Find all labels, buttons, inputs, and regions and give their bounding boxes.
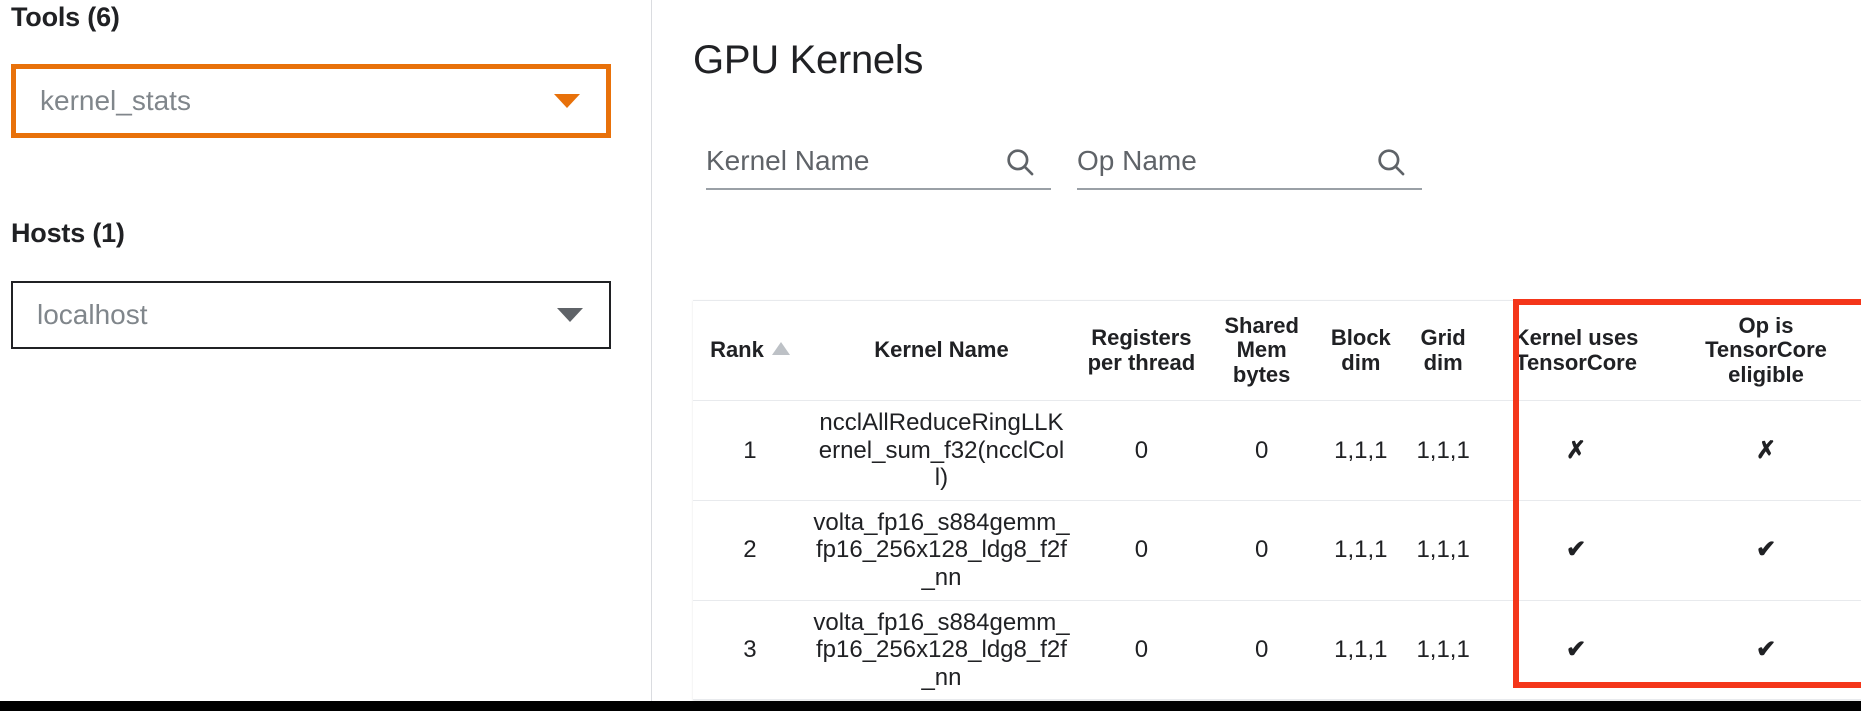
column-header-registers-per-thread[interactable]: Registers per thread [1075, 300, 1207, 401]
table-header-row: Rank Kernel Name Registers per thread Sh… [693, 300, 1861, 401]
tools-select[interactable]: kernel_stats [11, 64, 611, 138]
hosts-select[interactable]: localhost [11, 281, 611, 349]
cell-block-dim: 1,1,1 [1316, 600, 1406, 701]
cell-registers-per-thread: 0 [1075, 400, 1207, 501]
cell-op-is-tensorcore-eligible: ✔ [1671, 600, 1861, 701]
chevron-down-icon [557, 308, 583, 322]
column-header-rank-label: Rank [710, 337, 764, 363]
cell-kernel-uses-tensorcore: ✔ [1481, 600, 1672, 701]
search-icon[interactable] [1374, 145, 1408, 184]
cell-kernel-uses-tensorcore: ✔ [1481, 500, 1672, 601]
cell-kernel-name: volta_fp16_s884gemm_fp16_256x128_ldg8_f2… [806, 500, 1076, 601]
bottom-strip [0, 701, 1861, 711]
page-title: GPU Kernels [693, 38, 924, 82]
cell-rank: 2 [693, 500, 807, 601]
cell-block-dim: 1,1,1 [1316, 500, 1406, 601]
kernel-name-search-placeholder: Kernel Name [706, 145, 870, 176]
table-header: Rank Kernel Name Registers per thread Sh… [693, 300, 1861, 401]
main-panel: GPU Kernels Kernel Name Op Name Rank Ker… [652, 0, 1861, 711]
cell-shared-mem-bytes: 0 [1206, 400, 1317, 501]
column-header-kernel-name[interactable]: Kernel Name [806, 300, 1076, 401]
op-name-search-placeholder: Op Name [1077, 145, 1197, 176]
column-header-shared-mem-bytes[interactable]: Shared Mem bytes [1206, 300, 1317, 401]
gpu-kernels-table: Rank Kernel Name Registers per thread Sh… [693, 300, 1861, 701]
cell-block-dim: 1,1,1 [1316, 400, 1406, 501]
table-row[interactable]: 3 volta_fp16_s884gemm_fp16_256x128_ldg8_… [693, 600, 1861, 701]
search-icon[interactable] [1003, 145, 1037, 184]
tools-select-value: kernel_stats [40, 85, 191, 116]
cell-rank: 1 [693, 400, 807, 501]
table-row[interactable]: 1 ncclAllReduceRingLLKernel_sum_f32(nccl… [693, 400, 1861, 501]
chevron-down-icon [554, 94, 580, 108]
kernel-name-search-input[interactable]: Kernel Name [706, 142, 1051, 190]
cell-kernel-name: ncclAllReduceRingLLKernel_sum_f32(ncclCo… [806, 400, 1076, 501]
table-row[interactable]: 2 volta_fp16_s884gemm_fp16_256x128_ldg8_… [693, 500, 1861, 601]
column-header-kernel-uses-tensorcore[interactable]: Kernel uses TensorCore [1481, 300, 1672, 401]
tools-section-label: Tools (6) [11, 2, 120, 32]
sort-ascending-icon[interactable] [771, 342, 790, 356]
column-header-block-dim[interactable]: Block dim [1316, 300, 1406, 401]
cell-shared-mem-bytes: 0 [1206, 600, 1317, 701]
cell-rank: 3 [693, 600, 807, 701]
cell-op-is-tensorcore-eligible: ✗ [1671, 400, 1861, 501]
column-header-op-is-tensorcore-eligible[interactable]: Op is TensorCore eligible [1671, 300, 1861, 401]
cell-grid-dim: 1,1,1 [1405, 500, 1482, 601]
sidebar: Tools (6) kernel_stats Hosts (1) localho… [0, 0, 652, 711]
table-body: 1 ncclAllReduceRingLLKernel_sum_f32(nccl… [693, 400, 1861, 701]
cell-grid-dim: 1,1,1 [1405, 600, 1482, 701]
hosts-select-value: localhost [37, 299, 148, 330]
column-header-grid-dim[interactable]: Grid dim [1405, 300, 1482, 401]
cell-shared-mem-bytes: 0 [1206, 500, 1317, 601]
cell-op-is-tensorcore-eligible: ✔ [1671, 500, 1861, 601]
column-header-rank[interactable]: Rank [693, 300, 807, 401]
hosts-section-label: Hosts (1) [11, 218, 125, 248]
cell-registers-per-thread: 0 [1075, 500, 1207, 601]
op-name-search-input[interactable]: Op Name [1077, 142, 1422, 190]
cell-grid-dim: 1,1,1 [1405, 400, 1482, 501]
cell-kernel-name: volta_fp16_s884gemm_fp16_256x128_ldg8_f2… [806, 600, 1076, 701]
sidebar-divider [651, 0, 652, 711]
cell-kernel-uses-tensorcore: ✗ [1481, 400, 1672, 501]
cell-registers-per-thread: 0 [1075, 600, 1207, 701]
